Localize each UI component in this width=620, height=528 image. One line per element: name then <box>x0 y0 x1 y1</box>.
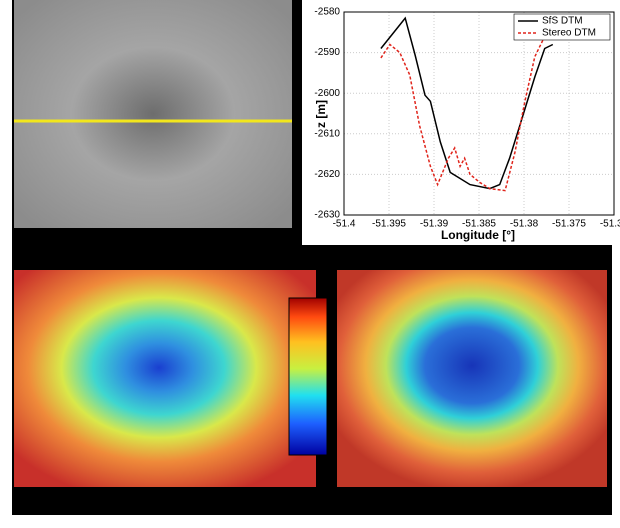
stereo-height-map <box>337 270 607 487</box>
x-tick-label: -51.385 <box>462 219 496 230</box>
figure: z [m] Longitude [°] -51.4-51.395-51.39-5… <box>0 0 620 523</box>
y-axis-label: z [m] <box>314 100 328 128</box>
y-tick-label: -2600 <box>314 88 340 99</box>
y-tick-label: -2620 <box>314 169 340 180</box>
y-tick-label: -2590 <box>314 47 340 58</box>
legend-label: SfS DTM <box>542 16 583 27</box>
x-tick-label: -51.375 <box>552 219 586 230</box>
y-tick-label: -2630 <box>314 210 340 221</box>
x-tick-label: -51.39 <box>420 219 449 230</box>
orbital-image <box>14 0 292 228</box>
x-tick-label: -51.37 <box>600 219 620 230</box>
x-axis-label: Longitude [°] <box>441 228 515 242</box>
sfs-height-map <box>14 270 316 487</box>
x-tick-label: -51.38 <box>510 219 539 230</box>
y-tick-label: -2580 <box>314 7 340 18</box>
colorbar <box>289 298 327 455</box>
x-tick-label: -51.395 <box>372 219 406 230</box>
legend-label: Stereo DTM <box>542 28 596 39</box>
y-tick-label: -2610 <box>314 128 340 139</box>
